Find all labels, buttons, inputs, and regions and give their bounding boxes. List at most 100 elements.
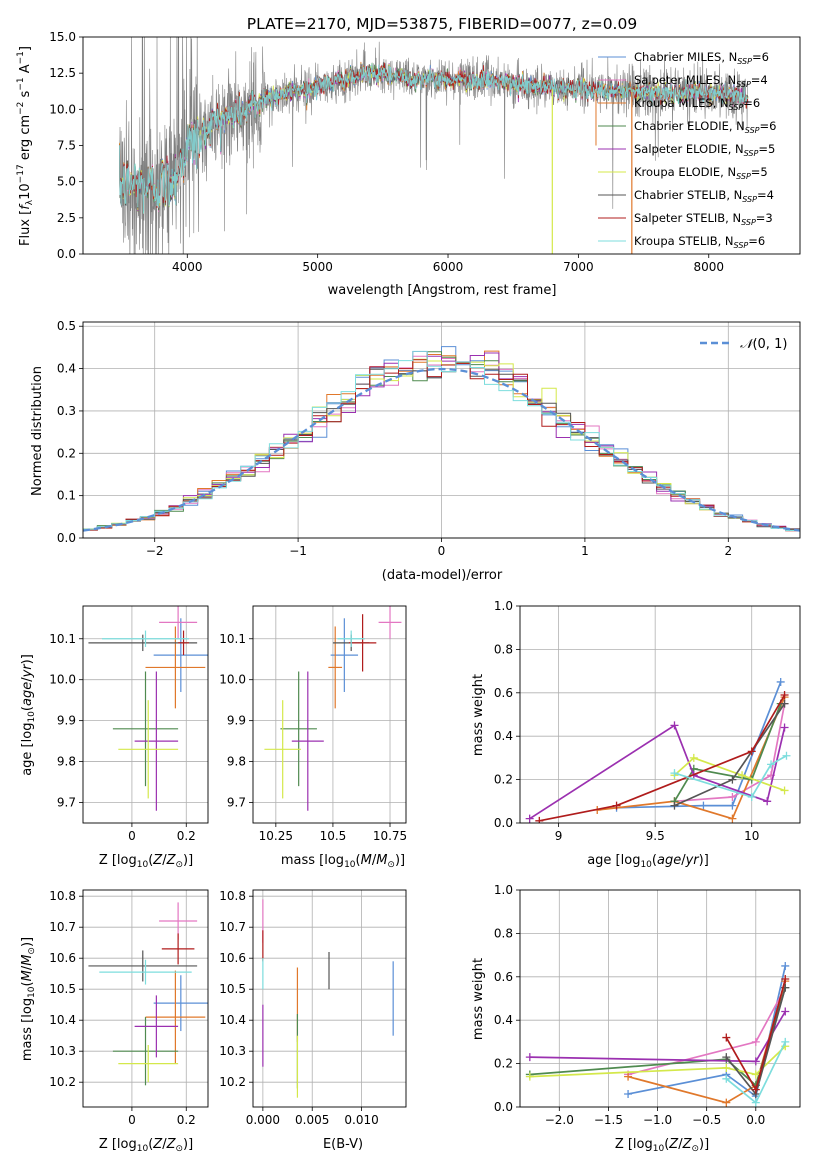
mass-vs-z-ytick-label-1: 10.3 (49, 1044, 76, 1058)
spectrum-xtick-label-2: 6000 (433, 260, 464, 274)
legend-label-chabrier-stelib: Chabrier STELIB, NSSP=4 (634, 188, 774, 204)
weight-vs-z-marker-salpeter-stelib-0 (722, 1033, 731, 1042)
weight-vs-age-panel: 9 9.5 10 0.0 0.2 0.4 0.6 0.8 1.0 age [log10(age/… (471, 599, 801, 870)
weight-vs-age-marker-chabrier-stelib-2 (780, 699, 789, 708)
weight-vs-age-marker-kroupa-stelib-2 (767, 760, 776, 769)
spectrum-xlabel: wavelength [Angstrom, rest frame] (328, 283, 557, 298)
weight-vs-age-ytick-label-4: 0.8 (494, 642, 513, 656)
weight-vs-z-marker-salpeter-elodie-0 (525, 1053, 534, 1062)
mass-vs-ebv-ytick-label-2: 10.4 (219, 1013, 246, 1027)
mass-vs-z-plot-area: 0 0.2 10.2 10.3 10.4 10.5 10.6 10.7 10.8 (49, 889, 209, 1127)
age-vs-mass-ytick-label-0: 9.7 (227, 796, 246, 810)
mass-vs-z-xtick-label-1: 0.2 (177, 1113, 196, 1127)
mass-vs-ebv-plot-area: 0.000 0.005 0.010 10.2 10.3 10.4 10.5 10.6 10.7 1… (219, 889, 407, 1127)
residuals-ytick-label-3: 0.3 (57, 404, 76, 418)
weight-vs-z-ytick-label-3: 0.6 (494, 970, 513, 984)
age-vs-mass-xtick-label-0: 10.25 (259, 829, 293, 843)
mass-vs-ebv-xtick-label-2: 0.010 (344, 1113, 378, 1127)
mass-vs-z-frame (82, 889, 209, 1108)
mass-vs-z-content (88, 902, 208, 1086)
residuals-ytick-label-4: 0.4 (57, 362, 76, 376)
weight-vs-z-ylabel: mass weight (471, 958, 486, 1040)
weight-vs-age-marker-kroupa-stelib-3 (782, 751, 791, 760)
spectrum-ytick-label-5: 12.5 (49, 66, 76, 80)
weight-vs-age-marker-chabrier-miles-1 (699, 801, 708, 810)
mass-vs-z-ytick-label-3: 10.5 (49, 982, 76, 996)
weight-vs-age-ytick-label-5: 1.0 (494, 599, 513, 613)
weight-vs-z-xtick-label-1: −1.5 (594, 1113, 623, 1127)
weight-vs-z-ytick-label-2: 0.4 (494, 1013, 513, 1027)
residuals-ylabel: Normed distribution (30, 366, 45, 496)
mass-vs-ebv-content (262, 899, 394, 1098)
weight-vs-z-xlabel: Z [log10(Z/Z⊙)] (615, 1137, 709, 1154)
weight-vs-age-line-chabrier-elodie (673, 703, 782, 802)
weight-vs-age-line-kroupa-miles (597, 696, 786, 820)
weight-vs-age-ytick-label-2: 0.4 (494, 729, 513, 743)
weight-vs-z-marker-salpeter-miles-1 (751, 1037, 760, 1046)
age-vs-mass-panel: 10.25 10.5 10.75 9.7 9.8 9.9 10.0 10.1 mass [lo… (219, 605, 407, 870)
weight-vs-z-marker-kroupa-elodie-0 (525, 1072, 534, 1081)
weight-vs-z-content (525, 961, 790, 1107)
residuals-plot-area: −2 −1 0 1 2 0.0 0.1 0.2 0.3 0.4 0.5 (57, 319, 801, 558)
spectrum-ytick-label-3: 7.5 (57, 139, 76, 153)
weight-vs-z-marker-kroupa-elodie-1 (722, 1063, 731, 1072)
age-vs-z-panel: 0 0.2 9.7 9.8 9.9 10.0 10.1 Z [log10(Z/Z⊙)] ag… (20, 605, 209, 870)
residuals-legend: 𝒩(0, 1) (700, 337, 787, 352)
weight-vs-age-xtick-label-0: 9 (555, 829, 563, 843)
spectrum-xtick-label-0: 4000 (172, 260, 203, 274)
weight-vs-z-frame (519, 889, 801, 1108)
residuals-xtick-label-4: 2 (724, 544, 732, 558)
residuals-xlabel: (data-model)/error (382, 568, 503, 583)
mass-vs-ebv-xtick-label-1: 0.005 (295, 1113, 329, 1127)
normal-legend-label: 𝒩(0, 1) (740, 337, 787, 352)
residuals-ytick-label-1: 0.1 (57, 489, 76, 503)
weight-vs-age-frame (519, 605, 801, 824)
spectrum-ytick-label-6: 15.0 (49, 30, 76, 44)
age-vs-z-ytick-label-4: 10.1 (49, 632, 76, 646)
age-vs-z-ytick-label-2: 9.9 (57, 714, 76, 728)
weight-vs-age-marker-chabrier-miles-3 (776, 677, 785, 686)
age-vs-mass-ytick-label-3: 10.0 (219, 673, 246, 687)
mass-vs-z-ytick-label-6: 10.8 (49, 889, 76, 903)
age-vs-mass-ytick-label-2: 9.9 (227, 714, 246, 728)
age-vs-z-xlabel: Z [log10(Z/Z⊙)] (99, 853, 193, 870)
weight-vs-z-xtick-label-2: −1.0 (643, 1113, 672, 1127)
weight-vs-age-ytick-label-0: 0.0 (494, 816, 513, 830)
residuals-xtick-label-0: −2 (146, 544, 164, 558)
weight-vs-age-marker-salpeter-elodie-4 (780, 723, 789, 732)
mass-vs-z-xlabel: Z [log10(Z/Z⊙)] (99, 1137, 193, 1154)
weight-vs-age-marker-salpeter-elodie-1 (670, 721, 679, 730)
weight-vs-z-marker-chabrier-miles-3 (781, 961, 790, 970)
age-vs-z-ytick-label-3: 10.0 (49, 673, 76, 687)
age-vs-z-xtick-label-1: 0.2 (177, 829, 196, 843)
mass-vs-z-xtick-label-0: 0 (128, 1113, 136, 1127)
spectrum-ylabel: Flux [fλ10−17 erg cm−2 s−1 A−1] (16, 46, 35, 246)
residuals-ytick-label-5: 0.5 (57, 319, 76, 333)
weight-vs-age-marker-kroupa-stelib-1 (747, 792, 756, 801)
residuals-xtick-label-2: 0 (438, 544, 446, 558)
spectrum-content (119, 37, 749, 254)
spectrum-ytick-label-0: 0.0 (57, 247, 76, 261)
mass-vs-z-ytick-label-4: 10.6 (49, 951, 76, 965)
weight-vs-z-marker-kroupa-miles-1 (722, 1098, 731, 1107)
spectrum-ytick-label-2: 5.0 (57, 175, 76, 189)
legend-label-salpeter-stelib: Salpeter STELIB, NSSP=3 (634, 211, 773, 227)
mass-vs-z-ytick-label-5: 10.7 (49, 920, 76, 934)
residuals-content (83, 346, 800, 532)
residuals-xtick-label-3: 1 (581, 544, 589, 558)
weight-vs-age-marker-salpeter-stelib-2 (747, 747, 756, 756)
age-vs-z-ytick-label-1: 9.8 (57, 755, 76, 769)
age-vs-z-xtick-label-0: 0 (128, 829, 136, 843)
weight-vs-age-marker-chabrier-stelib-0 (670, 801, 679, 810)
weight-vs-age-marker-salpeter-elodie-0 (525, 814, 534, 823)
weight-vs-age-content (525, 677, 791, 823)
spectrum-ytick-label-1: 2.5 (57, 211, 76, 225)
weight-vs-z-panel: −2.0 −1.5 −1.0 −0.5 0.0 0.0 0.2 0.4 0.6 0.8 1.0 Z … (471, 883, 801, 1154)
weight-vs-z-marker-kroupa-stelib-1 (751, 1098, 760, 1107)
weight-vs-z-plot-area: −2.0 −1.5 −1.0 −0.5 0.0 0.0 0.2 0.4 0.6 0.8 1.0 (494, 883, 801, 1127)
weight-vs-age-line-kroupa-elodie (673, 756, 785, 792)
weight-vs-z-marker-salpeter-elodie-2 (781, 1007, 790, 1016)
mass-vs-ebv-ytick-label-5: 10.7 (219, 920, 246, 934)
mass-vs-ebv-xlabel: E(B-V) (323, 1137, 363, 1152)
weight-vs-age-plot-area: 9 9.5 10 0.0 0.2 0.4 0.6 0.8 1.0 (494, 599, 801, 843)
